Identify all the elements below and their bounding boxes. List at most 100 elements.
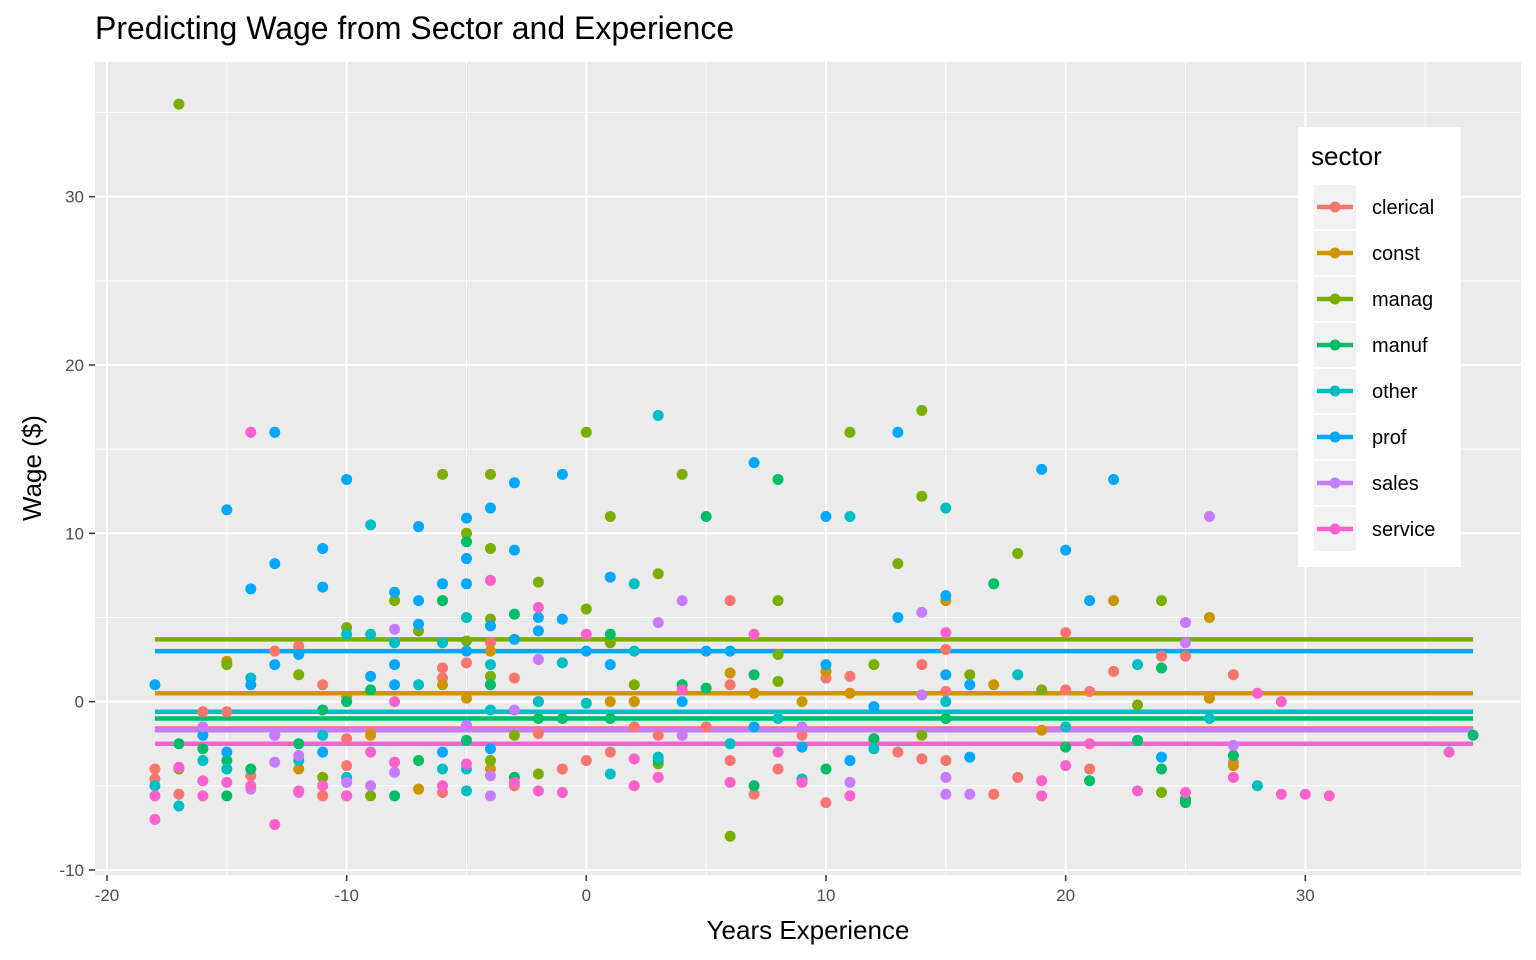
point-other xyxy=(460,785,472,797)
point-other xyxy=(556,657,568,669)
point-service xyxy=(437,780,449,792)
point-other xyxy=(1203,712,1215,724)
x-axis-title: Years Experience xyxy=(707,915,910,945)
x-tick-label: 0 xyxy=(582,886,591,905)
point-prof xyxy=(508,633,520,645)
point-const xyxy=(796,696,808,708)
point-manuf xyxy=(700,682,712,694)
point-manuf xyxy=(389,790,401,802)
point-other xyxy=(940,696,952,708)
point-service xyxy=(389,756,401,768)
point-sales xyxy=(484,790,496,802)
point-other xyxy=(628,578,640,590)
point-prof xyxy=(940,590,952,602)
point-prof xyxy=(796,741,808,753)
legend-key-point-const xyxy=(1329,247,1341,259)
point-prof xyxy=(245,583,257,595)
point-manuf xyxy=(820,763,832,775)
point-sales xyxy=(341,776,353,788)
point-const xyxy=(628,696,640,708)
point-service xyxy=(1275,696,1287,708)
point-other xyxy=(389,637,401,649)
point-service xyxy=(269,819,281,831)
point-prof xyxy=(508,544,520,556)
point-service xyxy=(341,790,353,802)
point-prof xyxy=(389,679,401,691)
point-clerical xyxy=(580,755,592,767)
point-prof xyxy=(940,669,952,681)
point-service xyxy=(652,771,664,783)
point-manag xyxy=(580,603,592,615)
point-manuf xyxy=(197,743,209,755)
point-service xyxy=(1084,738,1096,750)
point-prof xyxy=(1036,463,1048,475)
point-manuf xyxy=(508,608,520,620)
point-const xyxy=(484,645,496,657)
point-sales xyxy=(1227,739,1239,751)
point-prof xyxy=(1084,595,1096,607)
point-prof xyxy=(556,613,568,625)
point-const xyxy=(1036,724,1048,736)
point-clerical xyxy=(700,721,712,733)
point-prof xyxy=(508,477,520,489)
point-prof xyxy=(389,659,401,671)
point-const xyxy=(604,696,616,708)
point-sales xyxy=(796,721,808,733)
point-manuf xyxy=(1156,662,1168,674)
point-sales xyxy=(844,776,856,788)
point-prof xyxy=(868,701,880,713)
point-clerical xyxy=(748,788,760,800)
x-tick-label: 10 xyxy=(817,886,836,905)
point-const xyxy=(1108,595,1120,607)
point-manag xyxy=(293,669,305,681)
point-prof xyxy=(676,696,688,708)
point-prof xyxy=(532,625,544,637)
point-manag xyxy=(580,426,592,438)
point-sales xyxy=(916,606,928,618)
point-other xyxy=(221,763,233,775)
point-clerical xyxy=(221,706,233,718)
point-sales xyxy=(1203,510,1215,522)
point-service xyxy=(1036,790,1048,802)
point-clerical xyxy=(341,760,353,772)
x-tick-label: -20 xyxy=(95,886,120,905)
point-manag xyxy=(604,510,616,522)
point-clerical xyxy=(341,733,353,745)
y-axis: -10 0 10 20 30 xyxy=(59,188,95,880)
point-clerical xyxy=(724,679,736,691)
point-manuf xyxy=(173,738,185,750)
point-prof xyxy=(1156,751,1168,763)
point-clerical xyxy=(269,645,281,657)
point-prof xyxy=(317,542,329,554)
point-service xyxy=(245,426,257,438)
point-manag xyxy=(1132,699,1144,711)
point-const xyxy=(1227,760,1239,772)
point-sales xyxy=(1179,617,1191,629)
point-manag xyxy=(484,468,496,480)
point-prof xyxy=(269,558,281,570)
point-service xyxy=(149,790,161,802)
point-manag xyxy=(604,637,616,649)
point-other xyxy=(844,510,856,522)
point-manuf xyxy=(1156,763,1168,775)
point-service xyxy=(1323,790,1335,802)
point-service xyxy=(149,813,161,825)
point-manag xyxy=(964,669,976,681)
legend-label-clerical: clerical xyxy=(1372,197,1434,219)
point-prof xyxy=(269,659,281,671)
point-sales xyxy=(197,721,209,733)
point-prof xyxy=(604,659,616,671)
point-const xyxy=(437,679,449,691)
point-manag xyxy=(460,635,472,647)
point-manuf xyxy=(460,734,472,746)
point-manag xyxy=(868,659,880,671)
point-sales xyxy=(916,689,928,701)
point-clerical xyxy=(1179,650,1191,662)
point-manuf xyxy=(532,712,544,724)
point-const xyxy=(1203,611,1215,623)
point-prof xyxy=(269,426,281,438)
point-clerical xyxy=(1156,650,1168,662)
point-manag xyxy=(916,490,928,502)
point-manuf xyxy=(437,595,449,607)
point-prof xyxy=(149,679,161,691)
